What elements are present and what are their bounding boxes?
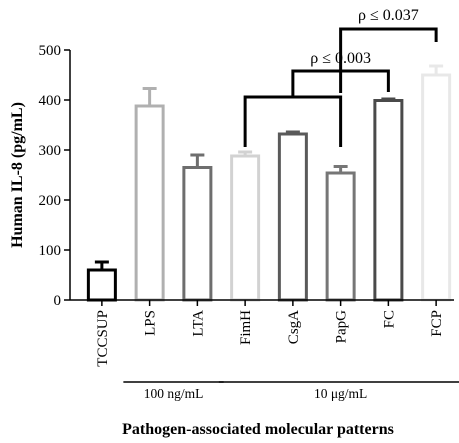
bar-lps	[134, 104, 165, 302]
x-tick-label-fc: FC	[381, 310, 397, 328]
x-tick-label-papg: PapG	[334, 310, 350, 344]
bar-tccsup	[86, 268, 117, 302]
y-tick-label: 200	[39, 193, 62, 209]
x-tick-label-csga: CsgA	[286, 310, 302, 344]
bar-fimh	[230, 154, 261, 302]
groups-layer: 100 ng/mL 10 μg/mL	[123, 381, 459, 401]
y-tick-label: 0	[54, 293, 62, 309]
y-tick-label: 100	[39, 243, 62, 259]
y-tick-label: 400	[39, 93, 62, 109]
error-bars-layer	[94, 64, 444, 270]
bar-fc	[373, 99, 404, 302]
x-tick-label-fimh: FimH	[238, 310, 254, 345]
y-axis-title: Human IL-8 (pg/mL)	[9, 102, 26, 248]
axes-layer: 0 100 200 300 400 500 TCCSUP LPS LTA FimH CsgA PapG…	[39, 43, 454, 367]
bars-layer	[86, 73, 452, 302]
x-tick-label-fcp: FCP	[429, 310, 445, 337]
group-label-0: 100 ng/mL	[144, 386, 204, 401]
x-tick-label-tccsup: TCCSUP	[95, 310, 111, 367]
y-tick-label: 300	[39, 143, 62, 159]
x-tick-label-lta: LTA	[190, 310, 206, 337]
bar-papg	[325, 171, 356, 302]
annotation-p-0037: ρ ≤ 0.037	[358, 7, 419, 24]
bracket-papg-fcp	[339, 27, 438, 93]
bar-fcp	[421, 73, 452, 302]
y-tick-label: 500	[39, 43, 62, 59]
bar-lta	[182, 166, 213, 302]
group-label-1: 10 μg/mL	[314, 386, 367, 401]
bar-csga	[277, 132, 308, 302]
x-tick-label-lps: LPS	[143, 310, 159, 336]
x-axis-title: Pathogen-associated molecular patterns	[122, 421, 394, 438]
